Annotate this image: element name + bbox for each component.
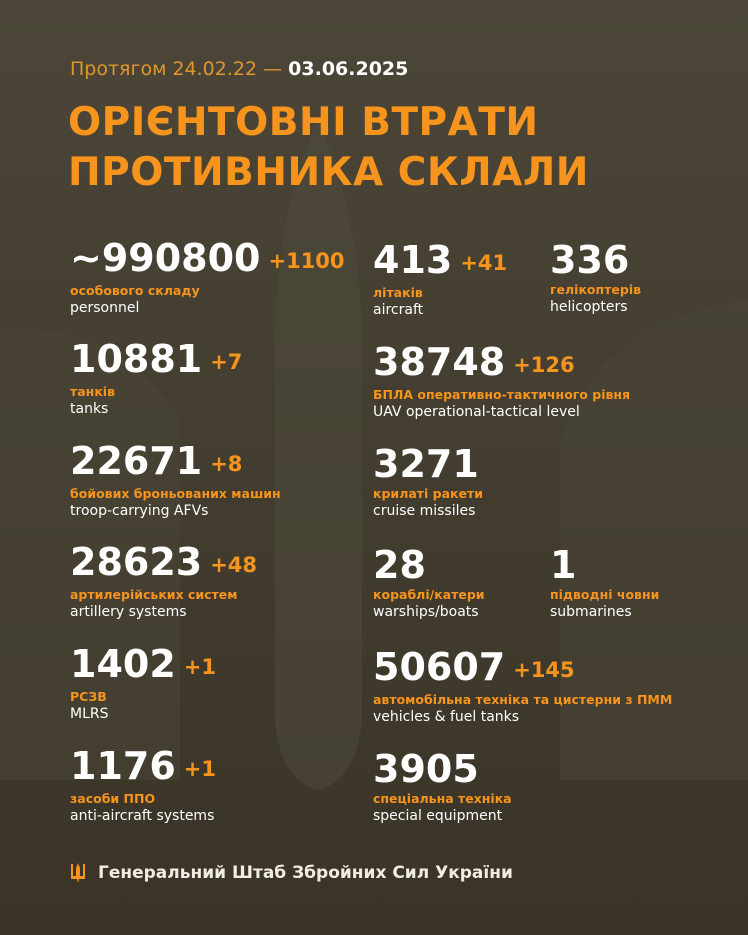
stat-label-ua: підводні човни [550, 587, 660, 602]
stat-increase: +126 [513, 353, 575, 377]
title-line-1: ОРІЄНТОВНІ ВТРАТИ [68, 100, 539, 145]
stat-aircraft: 413 +41 літаків aircraft [373, 238, 507, 319]
stat-value: 3905 [373, 747, 479, 791]
stat-value: 413 [373, 238, 453, 282]
stat-increase: +1 [183, 655, 216, 679]
stat-label-ua: бойових броньованих машин [70, 486, 281, 501]
stat-label-en: personnel [70, 300, 140, 316]
stat-increase: +8 [210, 452, 243, 476]
stat-label-ua: автомобільна техніка та цистерни з ПММ [373, 692, 673, 707]
stat-label-ua: спеціальна техніка [373, 791, 512, 806]
stat-label-ua: особового складу [70, 283, 200, 298]
stat-label-en: warships/boats [373, 604, 479, 620]
stat-label-en: anti-aircraft systems [70, 808, 215, 824]
stat-label-ua: гелікоптерів [550, 282, 642, 297]
stat-label-ua: РСЗВ [70, 689, 107, 704]
stat-value: 1 [550, 543, 577, 587]
stat-label-ua: танків [70, 384, 115, 399]
stat-uav: 38748 +126 БПЛА оперативно-тактичного рівн… [373, 340, 630, 421]
period: Протягом 24.02.22 — 03.06.2025 [70, 58, 408, 80]
stat-increase: +1100 [268, 249, 345, 273]
footer-text: Генеральний Штаб Збройних Сил України [98, 863, 513, 883]
stat-value: 22671 [70, 439, 203, 483]
stat-artillery: 28623 +48 артилерійських систем artillery s… [70, 540, 257, 621]
stat-label-en: vehicles & fuel tanks [373, 709, 520, 725]
stat-value: 10881 [70, 337, 203, 381]
stat-label-en: troop-carrying AFVs [70, 503, 209, 519]
stat-label-en: cruise missiles [373, 503, 476, 519]
stat-value: 50607 [373, 645, 506, 689]
stat-increase: +1 [183, 757, 216, 781]
stat-vehicles: 50607 +145 автомобільна техніка та цистерн… [373, 645, 672, 726]
stat-value: 336 [550, 238, 630, 282]
stat-value: 28 [373, 543, 426, 587]
stat-label-ua: літаків [373, 285, 423, 300]
stat-increase: +48 [210, 553, 258, 577]
stat-value: 1176 [70, 744, 176, 788]
stat-value: 1402 [70, 642, 176, 686]
stat-warships: 28 кораблі/катери warships/boats [373, 543, 485, 621]
stat-helicopters: 336 гелікоптерів helicopters [550, 238, 641, 316]
stat-increase: +145 [513, 658, 575, 682]
stat-label-ua: крилаті ракети [373, 486, 484, 501]
trident-icon [71, 863, 85, 883]
stat-label-ua: БПЛА оперативно-тактичного рівня [373, 387, 631, 402]
stat-increase: +41 [460, 251, 508, 275]
stat-increase: +7 [210, 350, 243, 374]
stat-value: ~990800 [70, 236, 261, 280]
stat-label-ua: засоби ППО [70, 791, 156, 806]
stat-label-ua: артилерійських систем [70, 587, 238, 602]
period-end: 03.06.2025 [288, 58, 409, 80]
stat-tanks: 10881 +7 танків tanks [70, 337, 242, 418]
stat-afv: 22671 +8 бойових броньованих машин troop-ca… [70, 439, 281, 520]
stat-anti-aircraft: 1176 +1 засоби ППО anti-aircraft systems [70, 744, 216, 825]
period-start: Протягом 24.02.22 — [70, 58, 283, 80]
stat-cruise-missiles: 3271 крилаті ракети cruise missiles [373, 442, 483, 520]
stat-label-ua: кораблі/катери [373, 587, 485, 602]
stat-label-en: special equipment [373, 808, 503, 824]
stat-value: 38748 [373, 340, 506, 384]
stat-value: 3271 [373, 442, 479, 486]
stat-label-en: MLRS [70, 706, 109, 722]
title-line-2: ПРОТИВНИКА СКЛАЛИ [68, 150, 589, 195]
footer: Генеральний Штаб Збройних Сил України [70, 862, 513, 884]
stat-label-en: tanks [70, 401, 109, 417]
stat-label-en: artillery systems [70, 604, 187, 620]
stat-label-en: helicopters [550, 299, 628, 315]
stat-special-equipment: 3905 спеціальна техніка special equipment [373, 747, 512, 825]
stat-personnel: ~990800 +1100 особового складу personnel [70, 236, 345, 317]
stat-label-en: aircraft [373, 302, 424, 318]
stat-value: 28623 [70, 540, 203, 584]
stat-mlrs: 1402 +1 РСЗВ MLRS [70, 642, 216, 723]
page-title: ОРІЄНТОВНІ ВТРАТИ ПРОТИВНИКА СКЛАЛИ [68, 98, 589, 198]
stat-label-en: UAV operational-tactical level [373, 404, 580, 420]
stat-submarines: 1 підводні човни submarines [550, 543, 659, 621]
stat-label-en: submarines [550, 604, 632, 620]
